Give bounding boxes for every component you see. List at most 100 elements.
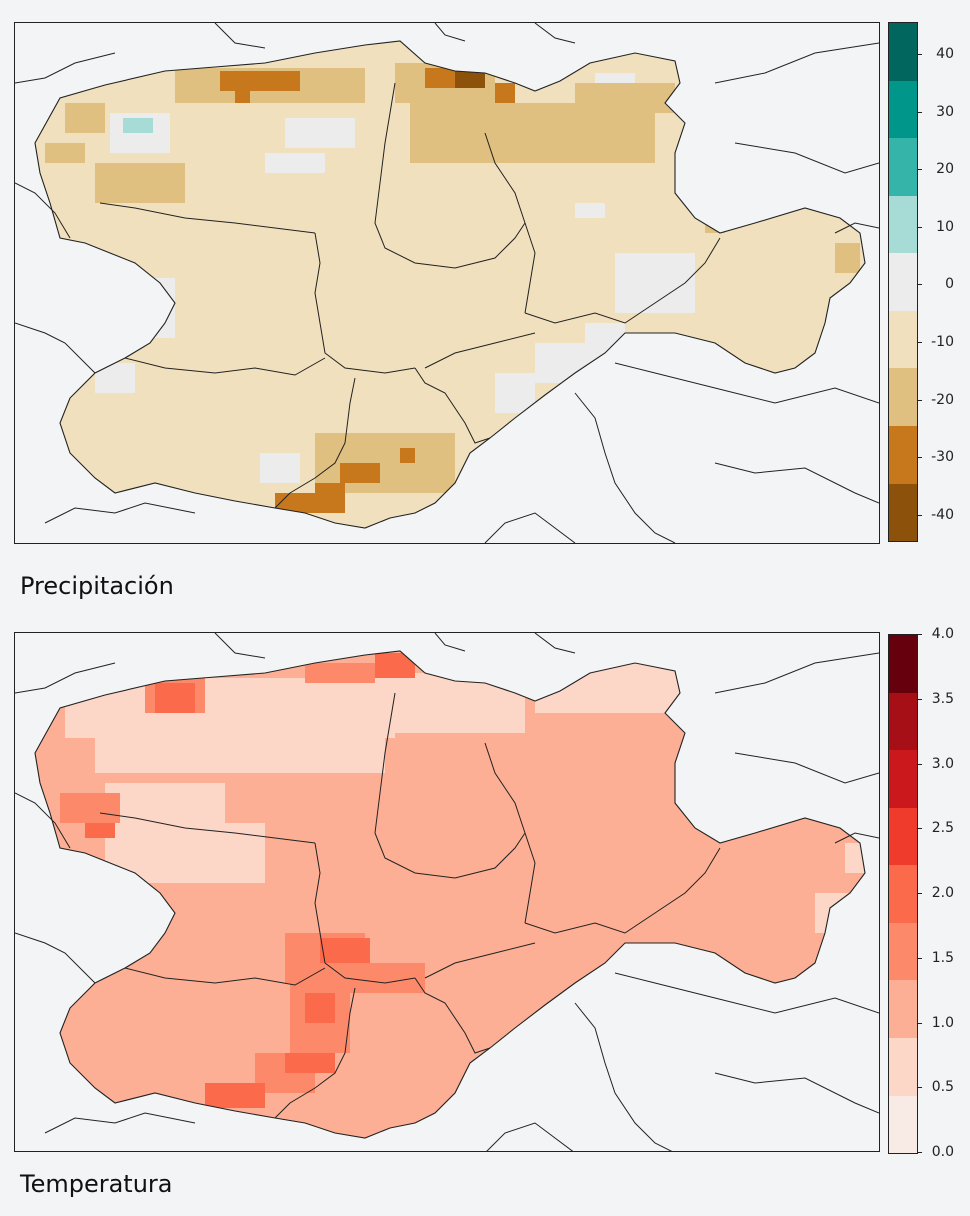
grid-cell — [135, 278, 175, 338]
grid-cell — [615, 253, 695, 313]
border-line — [834, 222, 879, 234]
grid-cell — [85, 823, 115, 838]
legend-tick-label: 0.5 — [931, 1079, 954, 1096]
border-line — [486, 1122, 574, 1151]
legend-tick-mark — [917, 828, 922, 830]
border-line — [15, 322, 96, 374]
grid-cell — [285, 1053, 335, 1073]
border-line — [44, 1112, 196, 1134]
province-border — [314, 842, 416, 984]
legend-tick-mark — [917, 957, 922, 959]
province-border — [99, 812, 316, 844]
border-line — [484, 512, 576, 543]
legend-tick-label: -10 — [931, 334, 954, 350]
legend-swatch — [889, 195, 917, 254]
temperature-legend — [888, 634, 918, 1154]
grid-cell — [95, 163, 185, 203]
precipitation-legend — [888, 22, 918, 542]
legend-tick-label: 2.5 — [931, 820, 954, 837]
legend-swatch — [889, 138, 917, 196]
border-line — [734, 142, 879, 174]
grid-cell — [375, 653, 415, 678]
grid-cell — [835, 243, 860, 273]
legend-tick-label: -30 — [931, 449, 954, 466]
legend-swatch — [889, 425, 917, 484]
legend-swatch — [889, 253, 917, 311]
precipitation-map-canvas — [15, 23, 879, 543]
legend-tick-mark — [917, 284, 922, 286]
grid-cell — [495, 373, 535, 413]
province-border — [524, 847, 721, 934]
legend-tick-mark — [917, 54, 922, 55]
legend-tick-mark — [917, 1087, 922, 1089]
legend-tick-label: 20 — [936, 161, 954, 178]
grid-cell — [815, 893, 855, 933]
legend-swatch — [889, 1095, 917, 1154]
border-line — [15, 662, 116, 694]
legend-swatch — [889, 865, 917, 923]
legend-swatch — [889, 807, 917, 866]
border-line — [574, 392, 676, 543]
legend-swatch — [889, 750, 917, 808]
legend-swatch — [889, 635, 917, 693]
grid-cell — [845, 843, 865, 873]
grid-cell — [535, 653, 685, 713]
legend-tick-mark — [917, 457, 922, 459]
legend-tick-mark — [917, 226, 922, 228]
border-line — [534, 633, 576, 654]
legend-swatch — [889, 980, 917, 1038]
grid-cell — [275, 493, 315, 513]
grid-cell — [285, 118, 355, 148]
temperature-map-canvas — [15, 633, 879, 1151]
province-border — [99, 202, 316, 234]
grid-cell — [400, 448, 415, 463]
legend-tick-label: 40 — [936, 46, 954, 62]
border-line — [15, 52, 116, 84]
legend-tick-label: 3.5 — [931, 690, 954, 707]
grid-cell — [123, 118, 153, 133]
province-border — [124, 357, 326, 376]
grid-cell — [155, 683, 195, 713]
study-region-fill — [35, 41, 865, 528]
grid-cell — [410, 103, 480, 163]
grid-cell — [575, 203, 605, 218]
border-line — [214, 633, 266, 659]
legend-tick-mark — [917, 763, 922, 765]
grid-cell — [575, 83, 675, 113]
grid-cell — [305, 663, 375, 683]
legend-tick-label: 3.0 — [931, 755, 954, 772]
legend-swatch — [889, 483, 917, 542]
legend-tick-mark — [917, 634, 922, 635]
grid-cell — [105, 823, 265, 883]
grid-cell — [105, 783, 225, 823]
border-line — [714, 1072, 879, 1114]
border-line — [44, 502, 196, 524]
legend-swatch — [889, 692, 917, 751]
legend-tick-mark — [917, 1152, 922, 1153]
province-border — [274, 377, 356, 509]
legend-tick-mark — [917, 399, 922, 401]
border-line — [614, 972, 879, 1014]
province-border — [314, 232, 416, 374]
legend-swatch — [889, 310, 917, 369]
legend-tick-label: 30 — [936, 103, 954, 120]
legend-swatch — [889, 368, 917, 426]
border-line — [15, 932, 96, 984]
grid-cell — [340, 463, 380, 483]
legend-tick-mark — [917, 111, 922, 113]
legend-swatch — [889, 80, 917, 139]
province-border — [424, 942, 536, 979]
legend-tick-mark — [917, 893, 922, 894]
legend-tick-label: 0.0 — [931, 1144, 954, 1160]
grid-cell — [95, 363, 135, 393]
grid-cell — [260, 453, 300, 483]
province-border — [124, 967, 326, 986]
province-border — [414, 977, 491, 1054]
province-border — [374, 82, 526, 269]
border-line — [614, 362, 879, 404]
grid-cell — [395, 673, 525, 733]
region-outline — [34, 40, 866, 529]
legend-tick-label: -40 — [931, 506, 954, 523]
legend-tick-label: 10 — [936, 218, 954, 235]
border-line — [734, 752, 879, 784]
